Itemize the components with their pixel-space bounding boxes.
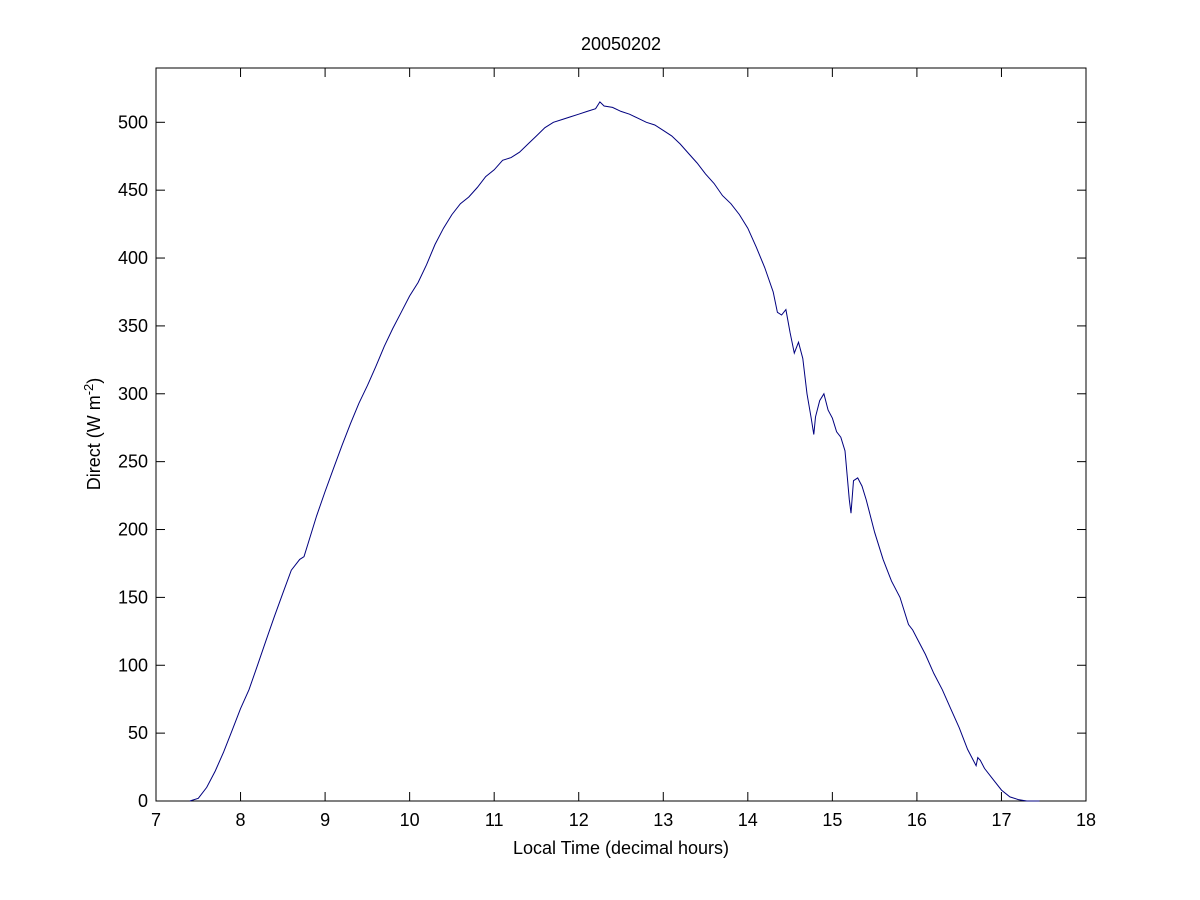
x-axis-label: Local Time (decimal hours) [513, 838, 729, 858]
x-tick-label-16: 16 [907, 810, 927, 830]
y-tick-label-0: 0 [138, 791, 148, 811]
plot-area [155, 67, 1087, 802]
y-tick-label-50: 50 [128, 723, 148, 743]
x-tick-label-15: 15 [822, 810, 842, 830]
series-line [189, 101, 1040, 802]
x-tick-label-18: 18 [1076, 810, 1096, 830]
y-axis-label-close: ) [84, 378, 104, 384]
y-tick-label-500: 500 [118, 112, 148, 132]
y-axis: 0 50 100 150 200 250 300 350 400 450 500 [118, 112, 1086, 811]
y-tick-label-400: 400 [118, 248, 148, 268]
chart-title: 20050202 [581, 34, 661, 54]
y-axis-label-superscript: -2 [81, 384, 96, 396]
x-tick-label-17: 17 [991, 810, 1011, 830]
x-tick-label-7: 7 [151, 810, 161, 830]
y-tick-label-100: 100 [118, 655, 148, 675]
x-tick-label-9: 9 [320, 810, 330, 830]
x-tick-label-11: 11 [485, 810, 504, 830]
y-axis-label: Direct (W m-2) [81, 378, 104, 491]
x-axis: 7 8 9 10 11 12 13 14 15 16 17 18 [151, 68, 1096, 830]
y-axis-label-main: Direct (W m [84, 395, 104, 490]
x-tick-label-8: 8 [236, 810, 246, 830]
x-tick-label-12: 12 [569, 810, 589, 830]
x-tick-label-13: 13 [653, 810, 673, 830]
x-tick-label-14: 14 [738, 810, 758, 830]
y-tick-label-350: 350 [118, 316, 148, 336]
y-tick-label-150: 150 [118, 587, 148, 607]
y-tick-label-200: 200 [118, 520, 148, 540]
y-tick-label-300: 300 [118, 384, 148, 404]
y-tick-label-450: 450 [118, 180, 148, 200]
y-tick-label-250: 250 [118, 452, 148, 472]
x-tick-label-10: 10 [400, 810, 420, 830]
